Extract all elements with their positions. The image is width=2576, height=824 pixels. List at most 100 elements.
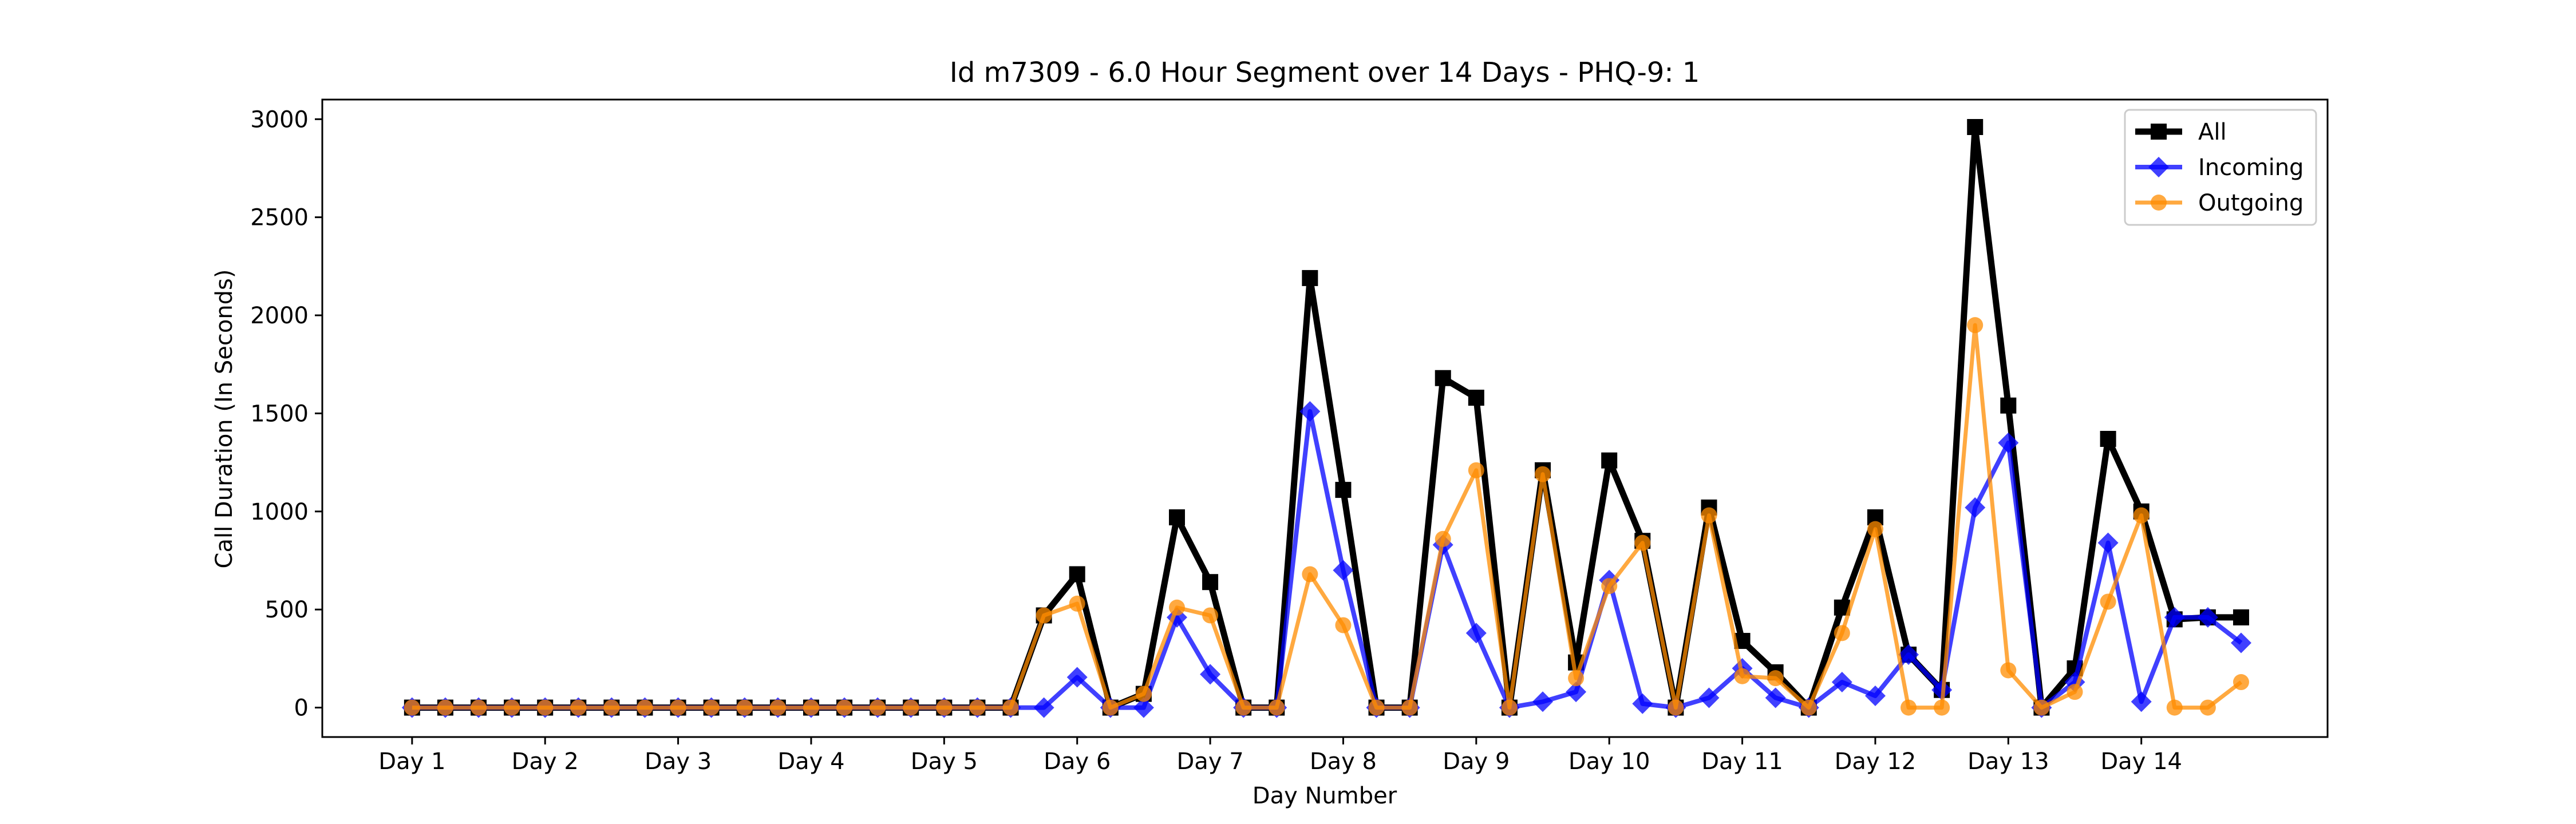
data-point-incoming <box>1066 667 1088 688</box>
data-point-outgoing <box>969 699 986 716</box>
legend: All Incoming Outgoing <box>2124 109 2317 226</box>
data-point-outgoing <box>1934 699 1950 716</box>
data-point-outgoing <box>570 699 587 716</box>
data-point-outgoing <box>1967 317 1984 334</box>
y-tick-label: 500 <box>265 597 309 623</box>
x-tick-label: Day 2 <box>512 748 579 775</box>
x-tick-label: Day 7 <box>1177 748 1244 775</box>
data-point-all <box>1168 509 1185 526</box>
data-point-outgoing <box>1834 625 1850 641</box>
data-point-incoming <box>1465 623 1487 644</box>
data-point-incoming <box>1333 560 1354 581</box>
data-point-outgoing <box>1102 699 1119 716</box>
y-tick-label: 3000 <box>250 106 309 133</box>
legend-label: All <box>2198 119 2227 145</box>
data-point-all <box>2000 397 2017 414</box>
data-point-outgoing <box>1435 530 1451 547</box>
data-point-incoming <box>2197 607 2218 628</box>
x-tick-label: Day 13 <box>1967 748 2049 775</box>
x-tick-label: Day 12 <box>1835 748 1917 775</box>
legend-swatch-marker <box>2151 124 2167 140</box>
x-tick-label: Day 6 <box>1044 748 1111 775</box>
data-point-outgoing <box>736 699 753 716</box>
data-point-all <box>2233 609 2249 625</box>
data-point-outgoing <box>1069 595 1085 612</box>
data-point-outgoing <box>769 699 786 716</box>
x-tick-label: Day 4 <box>777 748 844 775</box>
legend-swatch-marker <box>2151 195 2167 211</box>
y-tick-label: 0 <box>294 695 309 722</box>
data-point-outgoing <box>537 699 554 716</box>
data-point-outgoing <box>1501 699 1518 716</box>
x-tick-label: Day 3 <box>645 748 712 775</box>
x-tick-label: Day 14 <box>2100 748 2182 775</box>
data-point-incoming <box>1033 697 1054 718</box>
data-point-outgoing <box>1335 617 1352 633</box>
data-point-incoming <box>1200 664 1221 685</box>
data-point-outgoing <box>2233 674 2249 691</box>
legend-item-outgoing: Outgoing <box>2135 190 2304 216</box>
data-point-outgoing <box>1269 699 1285 716</box>
x-tick-label: Day 1 <box>378 748 445 775</box>
data-point-outgoing <box>637 699 653 716</box>
data-point-outgoing <box>1901 699 1917 716</box>
data-point-outgoing <box>2199 699 2216 716</box>
data-point-outgoing <box>504 699 520 716</box>
data-point-outgoing <box>2100 593 2116 610</box>
data-point-outgoing <box>2166 699 2183 716</box>
data-point-outgoing <box>437 699 453 716</box>
data-point-outgoing <box>1235 699 1252 716</box>
legend-swatch-marker <box>2148 157 2169 177</box>
data-point-incoming <box>1532 691 1554 712</box>
data-point-incoming <box>1765 687 1786 708</box>
data-point-outgoing <box>2067 684 2083 700</box>
data-point-all <box>1202 574 1219 591</box>
data-point-outgoing <box>1867 521 1883 537</box>
data-point-outgoing <box>471 699 487 716</box>
data-point-outgoing <box>870 699 886 716</box>
data-point-all <box>1601 452 1618 469</box>
data-point-outgoing <box>1634 534 1651 551</box>
data-point-outgoing <box>2133 507 2150 524</box>
y-tick-label: 2000 <box>250 303 309 329</box>
series-outgoing <box>404 317 2249 716</box>
y-tick-label: 1500 <box>250 401 309 427</box>
data-point-outgoing <box>603 699 620 716</box>
data-point-outgoing <box>2000 662 2017 679</box>
legend-item-incoming: Incoming <box>2135 154 2304 181</box>
data-point-outgoing <box>1601 578 1618 595</box>
data-point-outgoing <box>803 699 819 716</box>
data-point-outgoing <box>936 699 953 716</box>
data-point-outgoing <box>1800 699 1817 716</box>
data-point-incoming <box>1831 672 1852 693</box>
legend-label: Outgoing <box>2198 190 2304 216</box>
data-point-outgoing <box>1368 699 1385 716</box>
data-point-outgoing <box>2033 699 2050 716</box>
data-point-outgoing <box>1036 607 1052 624</box>
data-point-incoming <box>1299 401 1321 422</box>
y-tick-label: 2500 <box>250 205 309 231</box>
data-point-incoming <box>1698 687 1720 708</box>
chart-title: Id m7309 - 6.0 Hour Segment over 14 Days… <box>950 57 1700 89</box>
data-point-outgoing <box>1401 699 1418 716</box>
data-point-outgoing <box>703 699 720 716</box>
data-point-incoming <box>1632 693 1653 714</box>
data-point-outgoing <box>1734 668 1751 684</box>
data-point-incoming <box>1965 497 1986 518</box>
legend-box <box>2124 109 2317 226</box>
plot-frame <box>321 98 2329 738</box>
legend-item-all: All <box>2135 119 2227 145</box>
data-point-outgoing <box>1701 507 1717 524</box>
data-point-incoming <box>1133 697 1154 718</box>
data-point-all <box>2100 430 2116 447</box>
x-tick-label: Day 5 <box>911 748 978 775</box>
data-point-incoming <box>2164 607 2185 628</box>
data-point-outgoing <box>670 699 686 716</box>
data-point-all <box>1069 566 1085 583</box>
data-point-outgoing <box>1468 462 1484 478</box>
data-point-all <box>1468 390 1484 406</box>
data-point-outgoing <box>903 699 919 716</box>
data-point-outgoing <box>1568 670 1585 687</box>
data-point-all <box>1967 118 1984 135</box>
